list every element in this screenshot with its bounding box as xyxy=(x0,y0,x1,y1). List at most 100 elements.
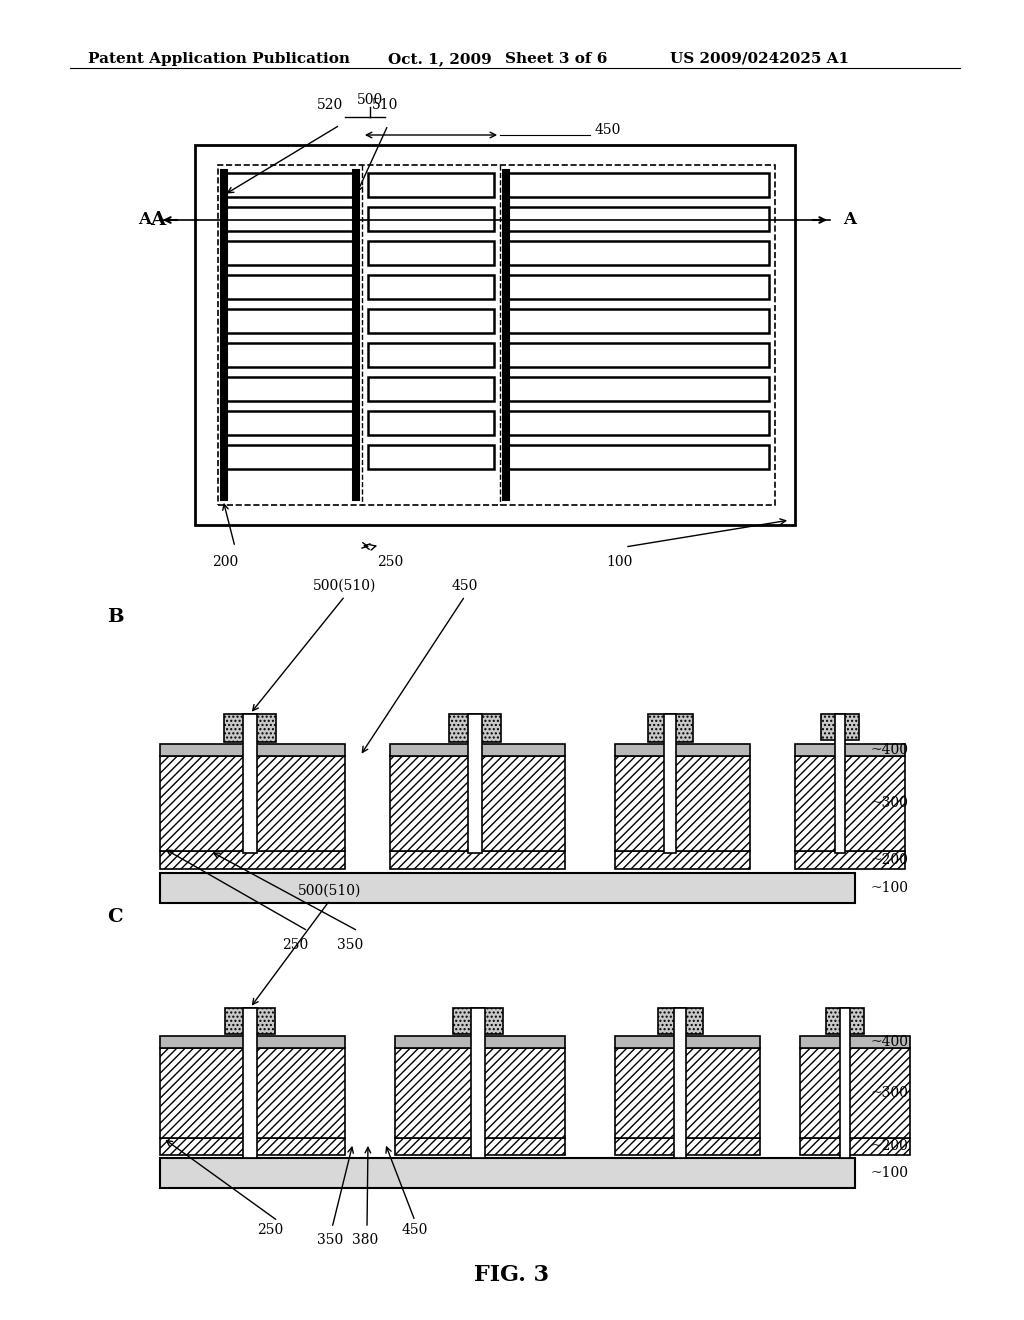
Text: A: A xyxy=(151,211,166,228)
Text: 250: 250 xyxy=(282,939,308,952)
Bar xyxy=(221,170,227,500)
Bar xyxy=(506,411,769,436)
Text: 500: 500 xyxy=(357,92,383,107)
Bar xyxy=(368,343,494,367)
Bar xyxy=(224,275,354,300)
Bar xyxy=(160,744,345,756)
Bar xyxy=(615,1138,760,1155)
Text: 100: 100 xyxy=(607,554,633,569)
Bar xyxy=(840,1008,850,1158)
Bar xyxy=(800,1048,910,1138)
Bar xyxy=(826,1008,864,1034)
Text: ~100: ~100 xyxy=(870,1166,908,1180)
Bar xyxy=(615,756,750,851)
Bar xyxy=(795,756,905,851)
Bar xyxy=(395,1048,565,1138)
Text: 450: 450 xyxy=(401,1224,428,1237)
Bar xyxy=(395,1036,565,1048)
Text: Oct. 1, 2009: Oct. 1, 2009 xyxy=(388,51,492,66)
Text: ~200: ~200 xyxy=(870,1139,908,1152)
Text: 520: 520 xyxy=(316,98,343,112)
Text: 200: 200 xyxy=(212,554,239,569)
Text: 500(510): 500(510) xyxy=(313,579,377,593)
Text: 450: 450 xyxy=(595,123,622,137)
Bar xyxy=(506,207,769,231)
Text: ~100: ~100 xyxy=(870,880,908,895)
Bar xyxy=(195,145,795,525)
Bar xyxy=(648,714,693,742)
Text: Sheet 3 of 6: Sheet 3 of 6 xyxy=(505,51,607,66)
Text: ~400: ~400 xyxy=(870,743,908,756)
Bar xyxy=(368,173,494,197)
Bar xyxy=(368,309,494,333)
Bar xyxy=(664,714,676,853)
Text: 380: 380 xyxy=(352,1233,378,1247)
Bar xyxy=(506,173,769,197)
Text: B: B xyxy=(106,609,123,626)
Bar xyxy=(615,1036,760,1048)
Bar xyxy=(353,170,359,500)
Bar xyxy=(658,1008,703,1034)
Text: C: C xyxy=(108,908,123,927)
Text: 350: 350 xyxy=(316,1233,343,1247)
Bar xyxy=(224,378,354,401)
Bar xyxy=(368,378,494,401)
Bar xyxy=(160,851,345,869)
Bar xyxy=(471,1008,485,1158)
Bar xyxy=(224,242,354,265)
Bar xyxy=(160,1048,345,1138)
Bar xyxy=(224,309,354,333)
Bar xyxy=(506,309,769,333)
Text: 510: 510 xyxy=(372,98,398,112)
Text: Patent Application Publication: Patent Application Publication xyxy=(88,51,350,66)
Bar xyxy=(835,714,845,853)
Bar xyxy=(224,714,276,742)
Bar xyxy=(674,1008,686,1158)
Bar xyxy=(224,173,354,197)
Text: US 2009/0242025 A1: US 2009/0242025 A1 xyxy=(670,51,849,66)
Bar xyxy=(160,873,855,903)
Bar xyxy=(395,1138,565,1155)
Bar xyxy=(800,1036,910,1048)
Text: 250: 250 xyxy=(377,554,403,569)
Bar xyxy=(821,714,859,741)
Bar xyxy=(800,1138,910,1155)
Text: FIG. 3: FIG. 3 xyxy=(474,1265,550,1286)
Text: ~400: ~400 xyxy=(870,1035,908,1049)
Bar xyxy=(224,207,354,231)
Bar xyxy=(243,714,257,853)
Text: 450: 450 xyxy=(452,579,478,593)
Bar xyxy=(468,714,482,853)
Text: 500(510): 500(510) xyxy=(298,884,361,898)
Bar xyxy=(368,275,494,300)
Bar xyxy=(243,1008,257,1158)
Text: A: A xyxy=(138,211,152,228)
Bar xyxy=(615,1048,760,1138)
Bar xyxy=(225,1008,275,1034)
Text: 350: 350 xyxy=(337,939,364,952)
Bar xyxy=(506,445,769,469)
Bar xyxy=(160,1138,345,1155)
Bar xyxy=(390,744,565,756)
Bar xyxy=(506,378,769,401)
Bar xyxy=(615,851,750,869)
Bar xyxy=(218,165,775,506)
Bar xyxy=(503,170,509,500)
Bar xyxy=(390,756,565,851)
Bar xyxy=(224,343,354,367)
Bar xyxy=(390,851,565,869)
Bar xyxy=(368,242,494,265)
Text: 250: 250 xyxy=(257,1224,283,1237)
Bar xyxy=(160,756,345,851)
Bar xyxy=(368,411,494,436)
Bar xyxy=(224,411,354,436)
Bar xyxy=(506,343,769,367)
Bar xyxy=(160,1158,855,1188)
Bar xyxy=(506,275,769,300)
Bar xyxy=(224,445,354,469)
Bar xyxy=(368,445,494,469)
Bar xyxy=(160,1036,345,1048)
Text: ~200: ~200 xyxy=(870,853,908,867)
Bar xyxy=(449,714,501,742)
Bar xyxy=(368,207,494,231)
